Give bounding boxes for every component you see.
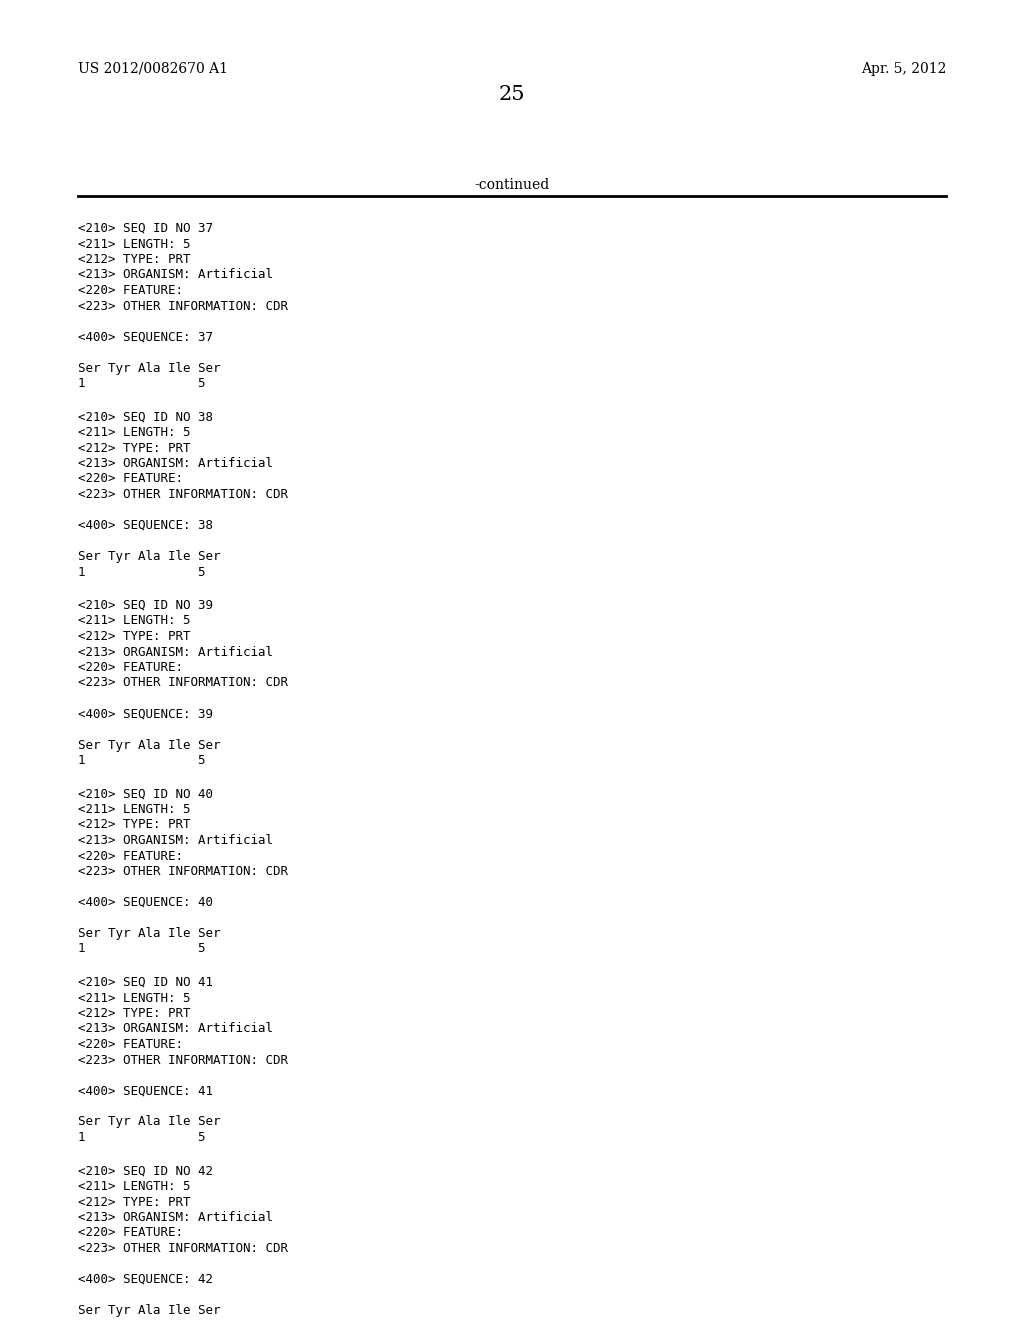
Text: <212> TYPE: PRT: <212> TYPE: PRT [78, 1196, 190, 1209]
Text: <220> FEATURE:: <220> FEATURE: [78, 284, 183, 297]
Text: <400> SEQUENCE: 38: <400> SEQUENCE: 38 [78, 519, 213, 532]
Text: <212> TYPE: PRT: <212> TYPE: PRT [78, 818, 190, 832]
Text: <212> TYPE: PRT: <212> TYPE: PRT [78, 1007, 190, 1020]
Text: <212> TYPE: PRT: <212> TYPE: PRT [78, 441, 190, 454]
Text: <220> FEATURE:: <220> FEATURE: [78, 1226, 183, 1239]
Text: US 2012/0082670 A1: US 2012/0082670 A1 [78, 62, 228, 77]
Text: <210> SEQ ID NO 41: <210> SEQ ID NO 41 [78, 975, 213, 989]
Text: Ser Tyr Ala Ile Ser: Ser Tyr Ala Ile Ser [78, 927, 220, 940]
Text: Ser Tyr Ala Ile Ser: Ser Tyr Ala Ile Ser [78, 550, 220, 564]
Text: <213> ORGANISM: Artificial: <213> ORGANISM: Artificial [78, 1023, 273, 1035]
Text: <400> SEQUENCE: 39: <400> SEQUENCE: 39 [78, 708, 213, 721]
Text: 1               5: 1 5 [78, 1131, 206, 1144]
Text: <213> ORGANISM: Artificial: <213> ORGANISM: Artificial [78, 645, 273, 659]
Text: <210> SEQ ID NO 40: <210> SEQ ID NO 40 [78, 788, 213, 800]
Text: Ser Tyr Ala Ile Ser: Ser Tyr Ala Ile Ser [78, 738, 220, 751]
Text: 1               5: 1 5 [78, 754, 206, 767]
Text: <220> FEATURE:: <220> FEATURE: [78, 473, 183, 486]
Text: <220> FEATURE:: <220> FEATURE: [78, 1038, 183, 1051]
Text: Ser Tyr Ala Ile Ser: Ser Tyr Ala Ile Ser [78, 1115, 220, 1129]
Text: <223> OTHER INFORMATION: CDR: <223> OTHER INFORMATION: CDR [78, 488, 288, 502]
Text: <211> LENGTH: 5: <211> LENGTH: 5 [78, 803, 190, 816]
Text: 1               5: 1 5 [78, 942, 206, 956]
Text: <400> SEQUENCE: 40: <400> SEQUENCE: 40 [78, 896, 213, 909]
Text: <211> LENGTH: 5: <211> LENGTH: 5 [78, 615, 190, 627]
Text: <400> SEQUENCE: 37: <400> SEQUENCE: 37 [78, 330, 213, 343]
Text: <212> TYPE: PRT: <212> TYPE: PRT [78, 630, 190, 643]
Text: <223> OTHER INFORMATION: CDR: <223> OTHER INFORMATION: CDR [78, 865, 288, 878]
Text: <213> ORGANISM: Artificial: <213> ORGANISM: Artificial [78, 268, 273, 281]
Text: <220> FEATURE:: <220> FEATURE: [78, 661, 183, 675]
Text: <211> LENGTH: 5: <211> LENGTH: 5 [78, 238, 190, 251]
Text: <210> SEQ ID NO 42: <210> SEQ ID NO 42 [78, 1164, 213, 1177]
Text: <223> OTHER INFORMATION: CDR: <223> OTHER INFORMATION: CDR [78, 1053, 288, 1067]
Text: <210> SEQ ID NO 39: <210> SEQ ID NO 39 [78, 599, 213, 612]
Text: <210> SEQ ID NO 37: <210> SEQ ID NO 37 [78, 222, 213, 235]
Text: <212> TYPE: PRT: <212> TYPE: PRT [78, 253, 190, 267]
Text: 1               5: 1 5 [78, 378, 206, 389]
Text: Ser Tyr Ala Ile Ser: Ser Tyr Ala Ile Ser [78, 362, 220, 375]
Text: 1               5: 1 5 [78, 565, 206, 578]
Text: Apr. 5, 2012: Apr. 5, 2012 [860, 62, 946, 77]
Text: <223> OTHER INFORMATION: CDR: <223> OTHER INFORMATION: CDR [78, 300, 288, 313]
Text: 25: 25 [499, 84, 525, 104]
Text: <400> SEQUENCE: 41: <400> SEQUENCE: 41 [78, 1085, 213, 1097]
Text: Ser Tyr Ala Ile Ser: Ser Tyr Ala Ile Ser [78, 1304, 220, 1317]
Text: <223> OTHER INFORMATION: CDR: <223> OTHER INFORMATION: CDR [78, 1242, 288, 1255]
Text: <211> LENGTH: 5: <211> LENGTH: 5 [78, 1180, 190, 1193]
Text: <211> LENGTH: 5: <211> LENGTH: 5 [78, 426, 190, 440]
Text: <210> SEQ ID NO 38: <210> SEQ ID NO 38 [78, 411, 213, 424]
Text: <223> OTHER INFORMATION: CDR: <223> OTHER INFORMATION: CDR [78, 676, 288, 689]
Text: -continued: -continued [474, 178, 550, 191]
Text: <213> ORGANISM: Artificial: <213> ORGANISM: Artificial [78, 1210, 273, 1224]
Text: <213> ORGANISM: Artificial: <213> ORGANISM: Artificial [78, 457, 273, 470]
Text: <220> FEATURE:: <220> FEATURE: [78, 850, 183, 862]
Text: <400> SEQUENCE: 42: <400> SEQUENCE: 42 [78, 1272, 213, 1286]
Text: <213> ORGANISM: Artificial: <213> ORGANISM: Artificial [78, 834, 273, 847]
Text: <211> LENGTH: 5: <211> LENGTH: 5 [78, 991, 190, 1005]
